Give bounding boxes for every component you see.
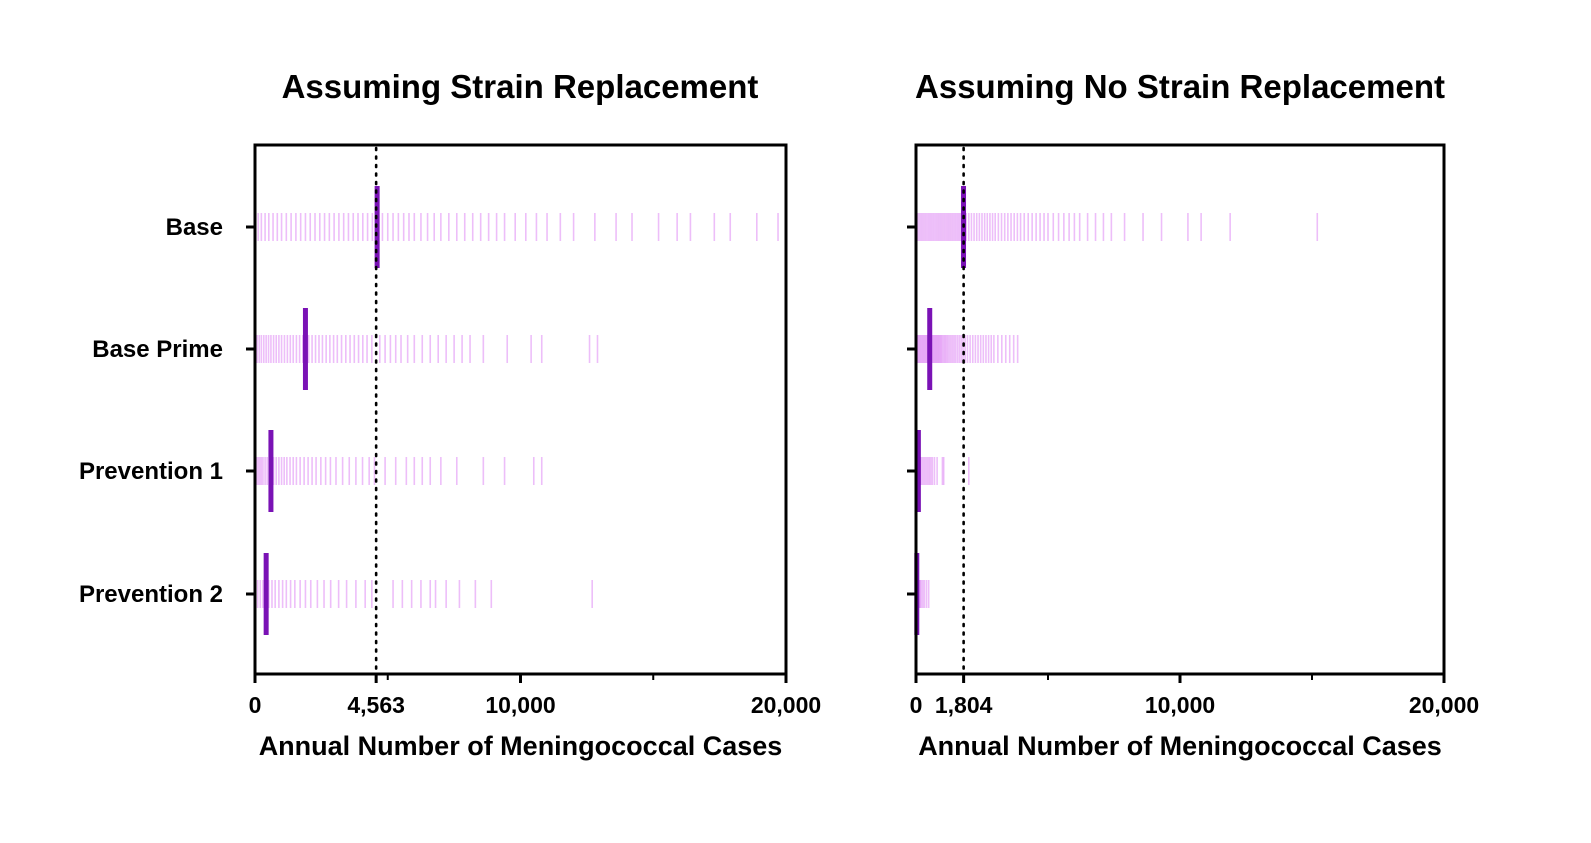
x-axis-label: Annual Number of Meningococcal Cases <box>918 731 1442 761</box>
x-tick-label: 0 <box>910 692 923 718</box>
x-tick-label: 20,000 <box>1409 692 1479 718</box>
x-tick-label: 20,000 <box>751 692 821 718</box>
right-chart-panel: Assuming No Strain Replacement 0 1,804 10,0… <box>907 68 1479 761</box>
category-label: Base Prime <box>92 336 223 363</box>
x-tick-label: 0 <box>249 692 262 718</box>
chart-title: Assuming Strain Replacement <box>282 68 759 105</box>
category-label: Prevention 1 <box>79 458 223 485</box>
x-tick-label: 10,000 <box>1145 692 1215 718</box>
x-tick-label: 4,563 <box>347 692 405 718</box>
chart-title: Assuming No Strain Replacement <box>915 68 1445 105</box>
x-tick-label: 1,804 <box>935 692 993 718</box>
left-chart-panel: Assuming Strain Replacement Base Base Prim… <box>79 68 821 761</box>
x-tick-label: 10,000 <box>485 692 555 718</box>
category-label: Prevention 2 <box>79 581 223 608</box>
category-label: Base <box>166 214 223 241</box>
x-axis-label: Annual Number of Meningococcal Cases <box>259 731 783 761</box>
